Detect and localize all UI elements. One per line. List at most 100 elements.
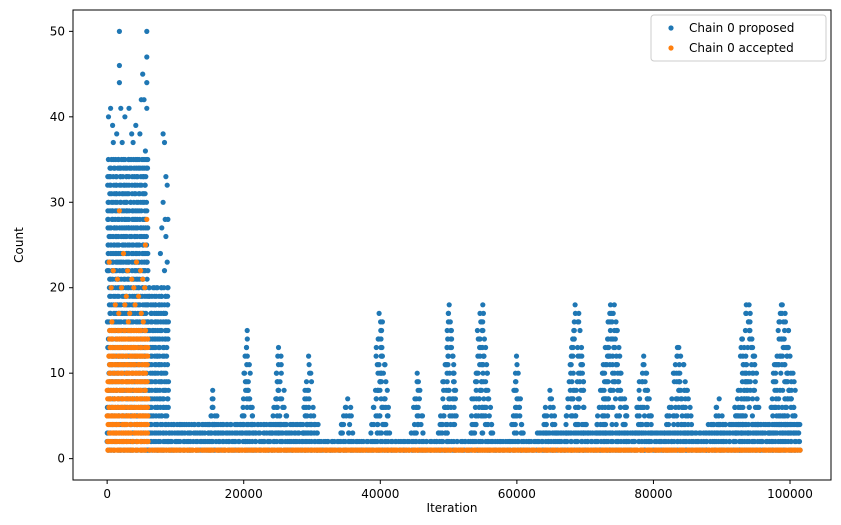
- proposed-point: [445, 387, 451, 393]
- proposed-point: [616, 344, 622, 351]
- legend-label-proposed: Chain 0 proposed: [689, 21, 794, 35]
- proposed-point: [570, 353, 576, 359]
- proposed-point: [782, 379, 788, 385]
- proposed-point: [282, 421, 288, 428]
- proposed-point: [734, 396, 741, 402]
- proposed-point: [516, 404, 522, 410]
- proposed-point: [634, 413, 640, 419]
- proposed-point: [449, 413, 455, 419]
- proposed-point: [575, 344, 581, 351]
- proposed-point: [371, 404, 377, 410]
- proposed-point: [137, 131, 143, 137]
- proposed-point: [512, 370, 519, 376]
- proposed-point: [345, 396, 351, 402]
- proposed-point: [548, 413, 555, 419]
- proposed-point: [773, 379, 779, 385]
- accepted-point: [406, 447, 412, 453]
- proposed-point: [772, 387, 778, 393]
- proposed-point: [683, 413, 689, 419]
- proposed-point: [144, 208, 150, 214]
- proposed-point: [569, 344, 575, 351]
- proposed-point: [249, 404, 255, 410]
- proposed-point: [108, 105, 114, 111]
- y-tick-label: 50: [50, 24, 65, 38]
- proposed-point: [273, 421, 279, 428]
- proposed-point: [269, 430, 275, 436]
- proposed-point: [746, 404, 752, 410]
- proposed-point: [714, 404, 720, 410]
- proposed-point: [116, 28, 122, 34]
- proposed-point: [635, 430, 641, 436]
- proposed-point: [795, 430, 801, 436]
- proposed-point: [302, 396, 308, 402]
- proposed-point: [412, 430, 418, 436]
- proposed-point: [163, 174, 169, 180]
- proposed-point: [616, 413, 623, 419]
- proposed-point: [739, 336, 746, 342]
- proposed-point: [613, 421, 619, 428]
- proposed-point: [306, 362, 312, 368]
- proposed-point: [574, 430, 580, 436]
- proposed-point: [759, 438, 766, 445]
- proposed-point: [159, 293, 165, 299]
- proposed-point: [788, 421, 794, 428]
- accepted-point: [132, 413, 138, 419]
- proposed-point: [445, 404, 451, 410]
- proposed-point: [746, 319, 752, 325]
- proposed-point: [478, 319, 485, 325]
- ticks-layer: 0 20000 40000 60000 80000 100000 0 10 20 30 40 50: [50, 24, 813, 501]
- accepted-point: [460, 447, 466, 453]
- proposed-point: [786, 387, 792, 393]
- proposed-point: [755, 421, 762, 428]
- proposed-point: [778, 336, 784, 342]
- accepted-point: [145, 353, 151, 359]
- proposed-point: [749, 413, 756, 419]
- proposed-point: [753, 430, 759, 436]
- proposed-point: [214, 430, 220, 436]
- proposed-point: [306, 421, 313, 428]
- proposed-point: [283, 413, 289, 419]
- proposed-point: [246, 396, 252, 402]
- proposed-point: [479, 404, 485, 410]
- proposed-point: [568, 370, 574, 376]
- proposed-point: [739, 430, 745, 436]
- proposed-point: [571, 327, 577, 334]
- proposed-point: [208, 430, 214, 436]
- proposed-point: [612, 396, 619, 402]
- proposed-point: [639, 370, 646, 376]
- proposed-point: [165, 336, 171, 342]
- proposed-point: [274, 379, 280, 385]
- proposed-point: [785, 327, 792, 334]
- proposed-point: [605, 353, 612, 359]
- proposed-point: [676, 362, 682, 368]
- proposed-point: [278, 362, 284, 368]
- proposed-point: [164, 259, 170, 265]
- proposed-point: [571, 336, 577, 342]
- accepted-point: [145, 336, 151, 342]
- proposed-point: [642, 379, 648, 385]
- proposed-point: [244, 404, 250, 410]
- accepted-point: [122, 302, 128, 308]
- proposed-point: [615, 370, 621, 376]
- proposed-point: [164, 362, 171, 368]
- proposed-point: [474, 327, 480, 334]
- proposed-point: [606, 344, 612, 351]
- proposed-point: [788, 438, 794, 445]
- proposed-point: [241, 421, 247, 428]
- accepted-point: [145, 404, 151, 410]
- proposed-point: [780, 344, 786, 351]
- proposed-point: [375, 421, 381, 428]
- proposed-point: [515, 396, 521, 402]
- proposed-point: [143, 310, 149, 316]
- proposed-point: [641, 362, 647, 368]
- proposed-point: [622, 396, 628, 402]
- accepted-point: [140, 276, 146, 282]
- legend-box: [650, 14, 827, 62]
- proposed-point: [741, 370, 747, 376]
- proposed-point: [338, 430, 344, 436]
- proposed-point: [742, 379, 749, 385]
- proposed-point: [379, 319, 385, 325]
- proposed-point: [469, 396, 475, 402]
- proposed-point: [676, 379, 682, 385]
- proposed-point: [208, 413, 214, 419]
